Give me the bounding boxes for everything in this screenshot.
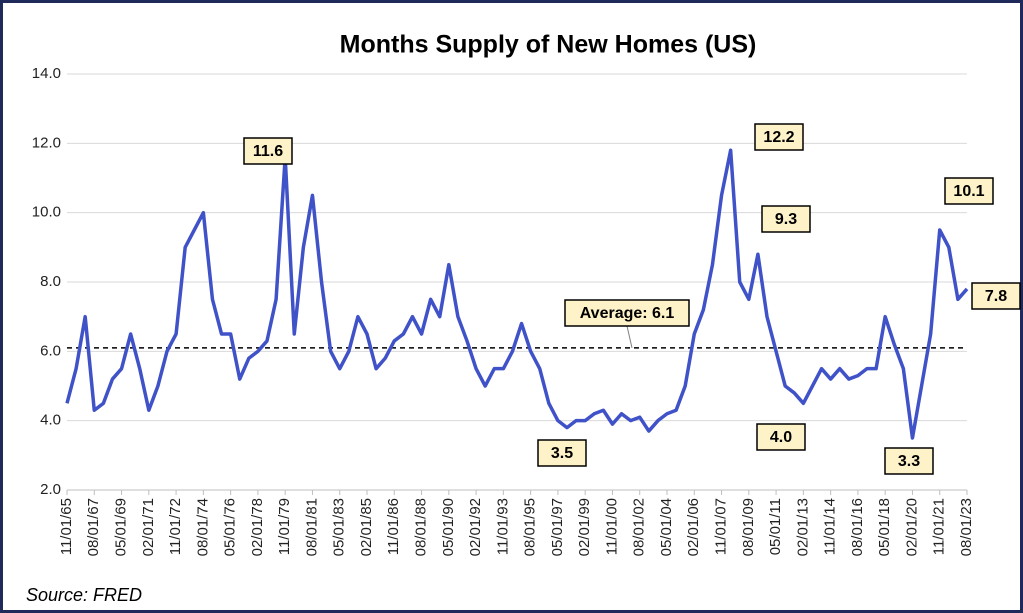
chart-title: Months Supply of New Homes (US) — [340, 31, 757, 59]
average-leader — [626, 325, 633, 348]
x-tick-label: 05/01/18 — [876, 498, 893, 556]
y-tick-label: 6.0 — [40, 342, 61, 359]
y-tick-label: 8.0 — [40, 273, 61, 290]
callout-box — [243, 137, 293, 165]
callout-box — [564, 299, 690, 327]
x-tick-label: 08/01/02 — [631, 498, 648, 556]
callout-label: 3.5 — [551, 445, 573, 462]
callout-label: 9.3 — [775, 211, 797, 228]
x-tick-label: 05/01/69 — [113, 498, 130, 556]
x-tick-label: 11/01/07 — [713, 498, 730, 555]
callout-label: 3.3 — [898, 453, 920, 470]
x-tick-label: 05/01/11 — [767, 498, 784, 555]
x-tick-label: 02/01/85 — [358, 498, 375, 556]
callout-box — [756, 423, 806, 451]
x-tick-label: 02/01/06 — [685, 498, 702, 556]
x-tick-label: 02/01/20 — [903, 498, 920, 556]
x-tick-label: 08/01/74 — [194, 498, 211, 556]
callout-box — [537, 439, 587, 467]
x-tick-label: 02/01/92 — [467, 498, 484, 556]
y-tick-label: 12.0 — [32, 134, 61, 151]
x-tick-label: 02/01/13 — [794, 498, 811, 556]
line-series — [65, 148, 969, 440]
callout-label: 10.1 — [953, 183, 984, 200]
x-tick-label: 02/01/78 — [249, 498, 266, 556]
callout-label: 7.8 — [985, 288, 1007, 305]
x-tick-label: 02/01/71 — [140, 498, 157, 556]
source: Source: FRED — [26, 585, 142, 605]
callout-box — [944, 177, 994, 205]
x-tick-label: 11/01/79 — [276, 498, 293, 555]
x-tick-label: 05/01/83 — [331, 498, 348, 556]
callout-box — [971, 282, 1021, 310]
x-tick-label: 11/01/00 — [603, 498, 620, 555]
x-tick-label: 08/01/88 — [413, 498, 430, 556]
y-tick-label: 2.0 — [40, 481, 61, 498]
x-tick-label: 08/01/81 — [303, 498, 320, 556]
y-tick-label: 14.0 — [32, 65, 61, 82]
callout-label: 11.6 — [253, 143, 283, 160]
x-tick-label: 05/01/76 — [222, 498, 239, 556]
x-tick-label: 11/01/14 — [822, 498, 839, 555]
callout-label: Average: 6.1 — [580, 305, 675, 322]
x-tick-label: 08/01/23 — [958, 498, 975, 556]
x-tick-label: 11/01/65 — [58, 498, 75, 555]
callout-box — [754, 123, 804, 151]
x-tick-label: 11/01/86 — [385, 498, 402, 555]
x-tick-label: 05/01/04 — [658, 498, 675, 556]
callout-label: 4.0 — [770, 429, 792, 446]
x-tick-label: 02/01/99 — [576, 498, 593, 556]
x-tick-label: 05/01/90 — [440, 498, 457, 556]
callout-box — [884, 447, 934, 475]
x-tick-label: 05/01/97 — [549, 498, 566, 556]
x-tick-label: 08/01/16 — [849, 498, 866, 556]
y-tick-label: 4.0 — [40, 412, 61, 429]
x-tick-label: 08/01/09 — [740, 498, 757, 556]
x-tick-label: 11/01/21 — [931, 498, 948, 555]
y-tick-label: 10.0 — [32, 204, 61, 221]
callout-box — [761, 205, 811, 233]
callout-label: 12.2 — [763, 129, 794, 146]
x-tick-label: 08/01/67 — [85, 498, 102, 556]
x-tick-label: 11/01/72 — [167, 498, 184, 555]
x-tick-label: 08/01/95 — [522, 498, 539, 556]
x-tick-label: 11/01/93 — [494, 498, 511, 555]
